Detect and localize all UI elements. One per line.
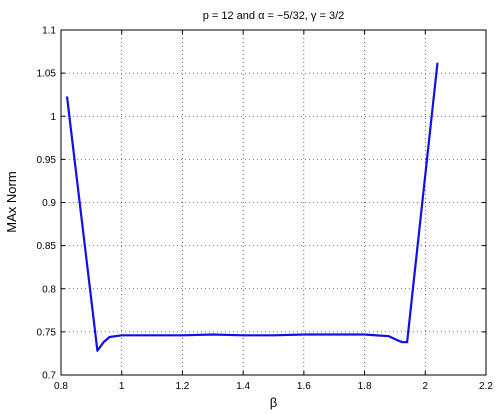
y-tick-label: 1.05: [37, 69, 57, 80]
x-tick-label: 0.8: [54, 381, 68, 392]
chart-title: p = 12 and α = −5/32, γ = 3/2: [203, 10, 345, 22]
grid: [61, 30, 486, 375]
x-tick-label: 1: [119, 381, 125, 392]
x-tick-label: 1.4: [236, 381, 250, 392]
x-tick-label: 1.2: [175, 381, 189, 392]
y-tick-label: 0.8: [42, 284, 56, 295]
y-tick-label: 0.9: [42, 198, 56, 209]
series-line: [65, 62, 439, 352]
y-tick-label: 0.75: [37, 327, 57, 338]
y-tick-label: 1.1: [42, 26, 56, 37]
x-tick-label: 1.6: [297, 381, 311, 392]
x-axis-title: β: [270, 395, 277, 410]
y-tick-label: 1: [50, 112, 56, 123]
y-tick-label: 0.85: [37, 241, 57, 252]
x-tick-label: 1.8: [358, 381, 372, 392]
x-tick-label: 2: [423, 381, 429, 392]
series: [65, 62, 439, 352]
tick-labels: 0.8 1 1.2 1.4 1.6 1.8 2 2.2 0.7 0.75 0.8 0.85 0.9 0.9…: [37, 26, 494, 393]
x-tick-label: 2.2: [479, 381, 493, 392]
y-tick-label: 0.95: [37, 155, 57, 166]
y-tick-label: 0.7: [42, 371, 56, 382]
ticks: [60, 29, 487, 376]
y-axis-title: MAx Norm: [4, 171, 19, 232]
